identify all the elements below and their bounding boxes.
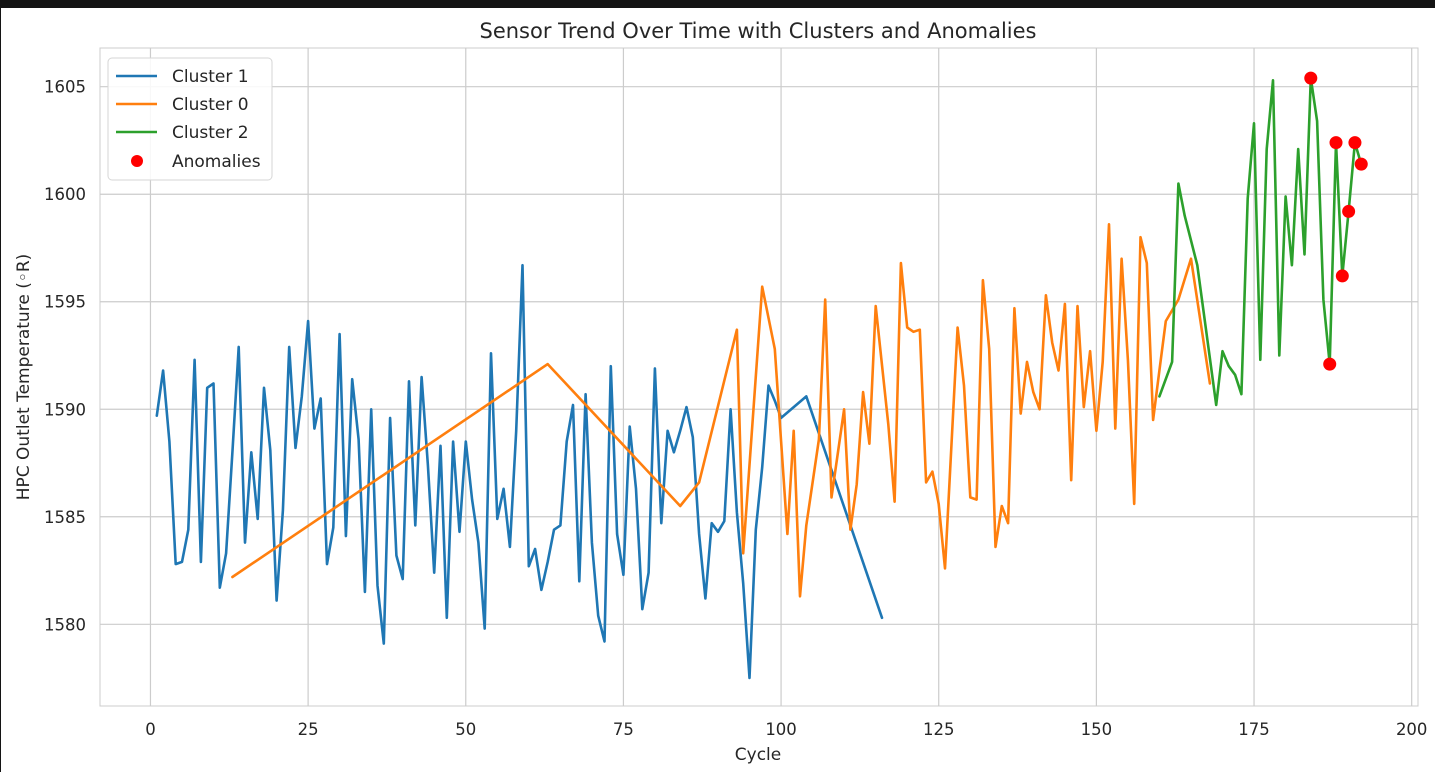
- legend-label-cluster-0: Cluster 0: [172, 95, 249, 115]
- series-line-cluster-2: [1158, 76, 1363, 407]
- legend-label-anomalies: Anomalies: [172, 152, 261, 172]
- chart-title: Sensor Trend Over Time with Clusters and…: [479, 19, 1036, 43]
- plot-area: [99, 47, 1419, 707]
- window-top-border: [0, 0, 1435, 8]
- y-tick-label: 1590: [44, 400, 86, 419]
- x-tick-label: 175: [1238, 720, 1270, 739]
- series-layer: [155, 76, 1363, 680]
- x-tick-label: 75: [613, 720, 634, 739]
- x-tick-label: 0: [145, 720, 156, 739]
- tick-labels: 0 25 50 75 100 125 150 175 200 1580 1585 1590 1595 16…: [44, 78, 1427, 739]
- x-tick-label: 100: [765, 720, 797, 739]
- anomaly-point: [1348, 136, 1362, 150]
- anomaly-point: [1329, 136, 1343, 150]
- anomaly-point: [1323, 357, 1337, 371]
- legend: Cluster 1 Cluster 0 Cluster 2 Anomalies: [107, 57, 273, 181]
- anomaly-point: [1342, 204, 1356, 218]
- anomaly-layer: [1304, 71, 1368, 371]
- series-line-cluster-1: [155, 263, 884, 680]
- legend-box: [107, 57, 273, 181]
- y-tick-label: 1580: [44, 615, 86, 634]
- legend-swatch-anomalies: [131, 155, 143, 167]
- anomaly-point: [1304, 71, 1318, 85]
- y-axis-label: HPC Outlet Temperature (◦R): [14, 254, 34, 501]
- anomaly-point: [1354, 157, 1368, 171]
- y-tick-label: 1585: [44, 508, 86, 527]
- x-tick-label: 25: [298, 720, 319, 739]
- x-axis-label: Cycle: [735, 745, 781, 765]
- y-tick-label: 1595: [44, 293, 86, 312]
- window-left-border: [0, 0, 1, 772]
- series-line-cluster-0: [231, 223, 1212, 598]
- x-tick-label: 200: [1396, 720, 1428, 739]
- y-tick-label: 1605: [44, 78, 86, 97]
- x-tick-label: 50: [455, 720, 476, 739]
- legend-label-cluster-1: Cluster 1: [172, 67, 249, 87]
- y-tick-label: 1600: [44, 185, 86, 204]
- anomaly-point: [1335, 269, 1349, 283]
- legend-label-cluster-2: Cluster 2: [172, 123, 249, 143]
- x-tick-label: 125: [923, 720, 955, 739]
- x-tick-label: 150: [1081, 720, 1113, 739]
